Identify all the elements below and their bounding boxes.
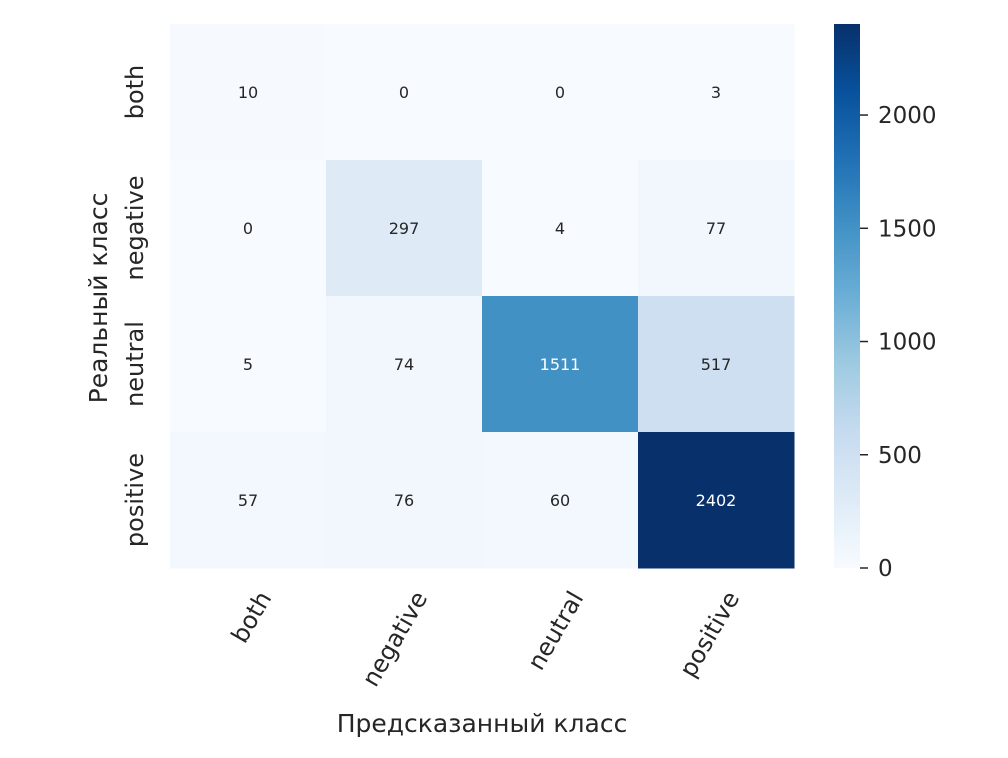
y-tick-labels: both negative neutral positive bbox=[121, 65, 149, 547]
cell-value-label: 517 bbox=[701, 355, 732, 374]
colorbar: 0 500 1000 1500 2000 bbox=[834, 24, 937, 582]
heatmap-cells bbox=[170, 24, 795, 569]
heatmap-cell bbox=[326, 432, 483, 569]
cell-value-label: 0 bbox=[555, 83, 565, 102]
colorbar-tick-label: 0 bbox=[878, 556, 893, 582]
cell-value-label: 77 bbox=[706, 219, 726, 238]
heatmap-cell bbox=[638, 24, 795, 161]
heatmap-cell bbox=[170, 432, 327, 569]
heatmap-cell bbox=[638, 296, 795, 433]
heatmap-cell bbox=[170, 24, 327, 161]
heatmap-cell bbox=[482, 432, 639, 569]
cell-value-label: 74 bbox=[394, 355, 414, 374]
colorbar-ticks: 0 500 1000 1500 2000 bbox=[860, 103, 937, 582]
cell-value-label: 4 bbox=[555, 219, 565, 238]
cell-value-label: 0 bbox=[243, 219, 253, 238]
y-tick-label: neutral bbox=[121, 321, 149, 407]
x-tick-label: negative bbox=[357, 587, 434, 692]
colorbar-tick-label: 1500 bbox=[878, 216, 937, 242]
cell-value-label: 76 bbox=[394, 491, 414, 510]
heatmap-cell bbox=[482, 160, 639, 297]
cell-value-label: 297 bbox=[389, 219, 420, 238]
x-axis-label: Предсказанный класс bbox=[337, 709, 628, 738]
y-axis-label: Реальный класс bbox=[84, 193, 113, 404]
heatmap-cell bbox=[170, 296, 327, 433]
y-tick-label: negative bbox=[121, 176, 149, 281]
heatmap-cell bbox=[482, 24, 639, 161]
heatmap-cell bbox=[326, 24, 483, 161]
y-tick-label: positive bbox=[121, 453, 149, 547]
heatmap-cell bbox=[638, 432, 795, 569]
x-tick-label: neutral bbox=[522, 587, 589, 675]
cell-value-label: 5 bbox=[243, 355, 253, 374]
cell-value-label: 2402 bbox=[696, 491, 737, 510]
heatmap-cell-labels: 10 0 0 3 0 297 4 77 5 74 1511 517 57 76 60 2402 bbox=[238, 83, 737, 510]
y-tick-label: both bbox=[121, 65, 149, 120]
x-tick-label: positive bbox=[674, 587, 745, 683]
colorbar-tick-label: 500 bbox=[878, 443, 922, 469]
cell-value-label: 60 bbox=[550, 491, 570, 510]
cell-value-label: 3 bbox=[711, 83, 721, 102]
heatmap-cell bbox=[326, 160, 483, 297]
cell-value-label: 1511 bbox=[540, 355, 581, 374]
heatmap-cell bbox=[638, 160, 795, 297]
heatmap-cell bbox=[326, 296, 483, 433]
colorbar-tick-label: 2000 bbox=[878, 103, 937, 129]
cell-value-label: 0 bbox=[399, 83, 409, 102]
colorbar-gradient bbox=[834, 24, 860, 568]
x-tick-labels: both negative neutral positive bbox=[226, 587, 746, 692]
cell-value-label: 57 bbox=[238, 491, 258, 510]
heatmap-cell bbox=[482, 296, 639, 433]
colorbar-tick-label: 1000 bbox=[878, 330, 937, 356]
heatmap-cell bbox=[170, 160, 327, 297]
x-tick-label: both bbox=[226, 587, 278, 648]
cell-value-label: 10 bbox=[238, 83, 258, 102]
